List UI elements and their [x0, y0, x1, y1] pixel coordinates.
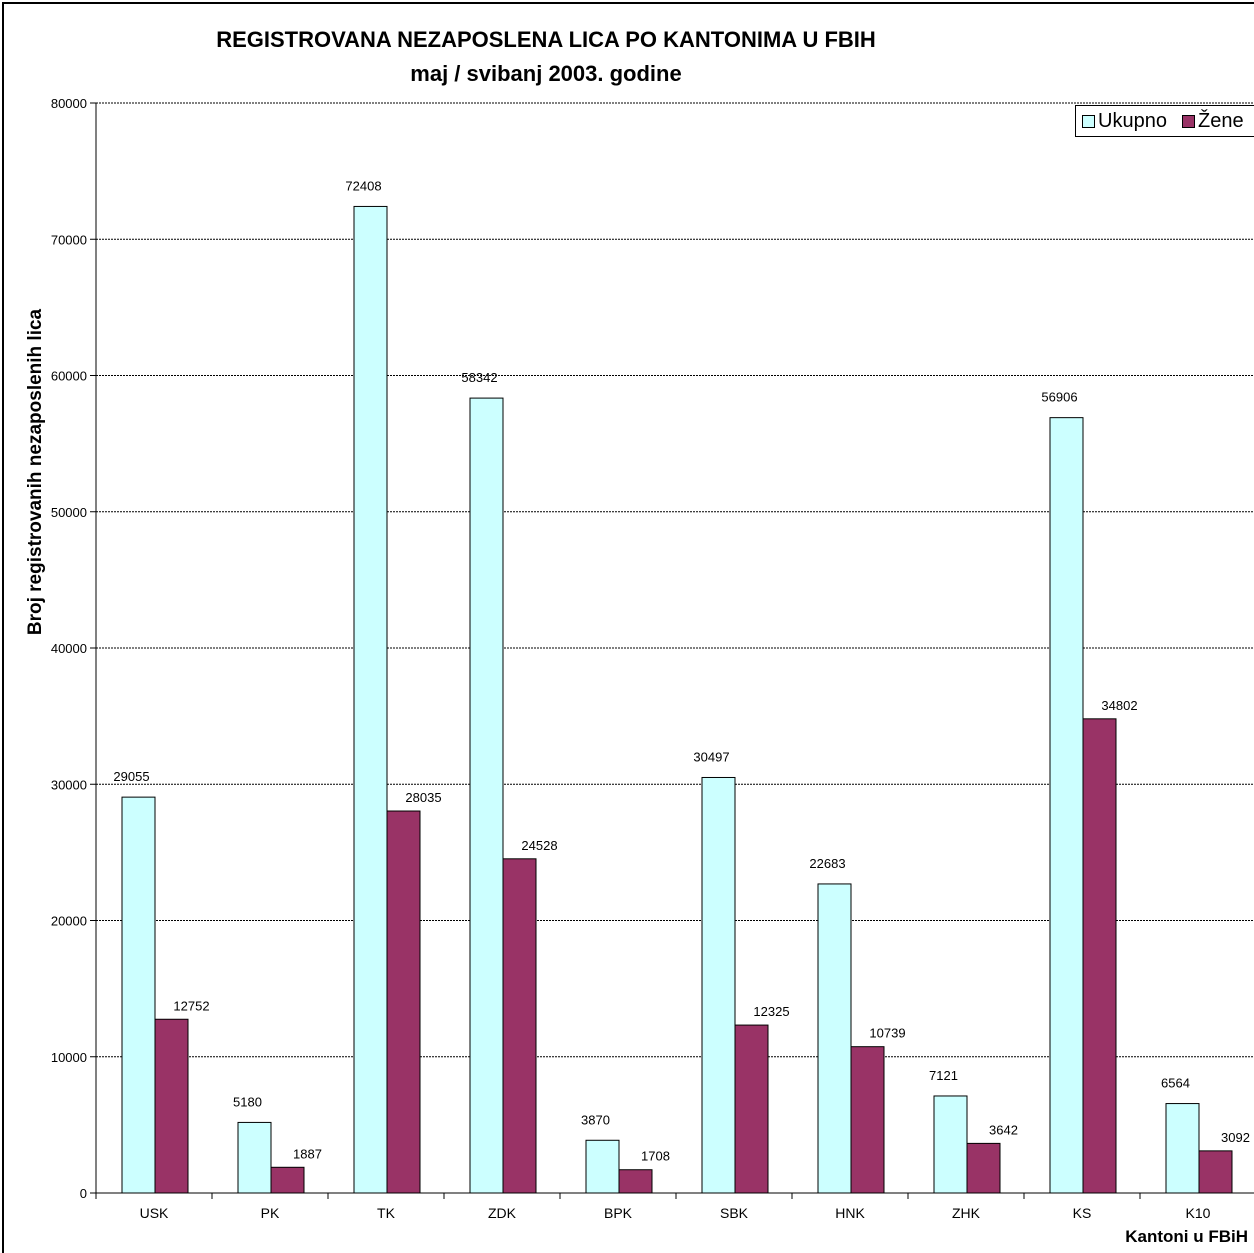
- chart-subtitle: maj / svibanj 2003. godine: [410, 61, 682, 86]
- x-axis-label: Kantoni u FBiH: [1125, 1227, 1248, 1246]
- bar-ukupno-k10: [1165, 1103, 1200, 1194]
- data-label-zene-zdk: 24528: [521, 838, 557, 853]
- y-tick-label: 40000: [51, 641, 87, 656]
- data-label-zene-zhk: 3642: [989, 1122, 1018, 1137]
- data-label-zene-hnk: 10739: [869, 1026, 905, 1041]
- data-label-ukupno-hnk: 22683: [809, 856, 845, 871]
- bar-ukupno-usk: [121, 796, 156, 1194]
- bar-ukupno-sbk: [701, 776, 736, 1194]
- x-tick-label-pk: PK: [261, 1205, 280, 1221]
- bar-zene-usk: [154, 1018, 189, 1194]
- y-tick-label: 30000: [51, 777, 87, 792]
- data-label-zene-tk: 28035: [405, 790, 441, 805]
- x-tick-label-tk: TK: [377, 1205, 396, 1221]
- bar-zene-pk: [270, 1166, 305, 1194]
- data-label-zene-k10: 3092: [1221, 1130, 1250, 1145]
- bar-zene-tk: [386, 810, 421, 1194]
- bar-ukupno-zdk: [469, 397, 504, 1194]
- bar-ukupno-bpk: [585, 1139, 620, 1194]
- x-tick-label-bpk: BPK: [604, 1205, 633, 1221]
- data-label-ukupno-pk: 5180: [233, 1094, 262, 1109]
- y-tick-label: 0: [80, 1186, 87, 1201]
- legend-swatch-ukupno: [1082, 115, 1095, 128]
- data-label-ukupno-zdk: 58342: [461, 370, 497, 385]
- bar-ukupno-tk: [353, 205, 388, 1194]
- y-tick-label: 70000: [51, 232, 87, 247]
- bar-zene-ks: [1082, 718, 1117, 1194]
- data-label-ukupno-sbk: 30497: [693, 749, 729, 764]
- legend-swatch-zene: [1182, 115, 1195, 128]
- x-tick-label-ks: KS: [1073, 1205, 1092, 1221]
- data-label-ukupno-tk: 72408: [345, 178, 381, 193]
- bar-zene-bpk: [618, 1169, 653, 1194]
- data-label-ukupno-usk: 29055: [113, 769, 149, 784]
- chart-title: REGISTROVANA NEZAPOSLENA LICA PO KANTONI…: [216, 27, 876, 52]
- bar-zene-zdk: [502, 858, 537, 1194]
- y-tick-label: 60000: [51, 369, 87, 384]
- data-label-ukupno-ks: 56906: [1041, 390, 1077, 405]
- data-label-ukupno-k10: 6564: [1161, 1076, 1190, 1091]
- data-label-ukupno-zhk: 7121: [929, 1068, 958, 1083]
- legend-label-zene: Žene: [1198, 110, 1244, 132]
- y-tick-label: 50000: [51, 505, 87, 520]
- x-tick-label-zhk: ZHK: [952, 1205, 981, 1221]
- y-tick-label: 20000: [51, 914, 87, 929]
- bar-zene-k10: [1198, 1150, 1233, 1194]
- x-tick-label-hnk: HNK: [835, 1205, 865, 1221]
- x-tick-label-sbk: SBK: [720, 1205, 749, 1221]
- x-tick-label-usk: USK: [140, 1205, 169, 1221]
- data-label-zene-usk: 12752: [173, 998, 209, 1013]
- bar-ukupno-zhk: [933, 1095, 968, 1194]
- bar-zene-zhk: [966, 1142, 1001, 1194]
- legend-item-ukupno: Ukupno: [1082, 110, 1167, 133]
- data-label-zene-bpk: 1708: [641, 1149, 670, 1164]
- bar-zene-hnk: [850, 1046, 885, 1194]
- bar-ukupno-hnk: [817, 883, 852, 1194]
- data-label-ukupno-bpk: 3870: [581, 1112, 610, 1127]
- y-tick-label: 10000: [51, 1050, 87, 1065]
- data-label-zene-pk: 1887: [293, 1146, 322, 1161]
- legend-item-zene: Žene: [1182, 110, 1244, 133]
- bar-ukupno-ks: [1049, 417, 1084, 1194]
- x-tick-label-k10: K10: [1186, 1205, 1211, 1221]
- bar-ukupno-pk: [237, 1121, 272, 1194]
- data-label-zene-ks: 34802: [1101, 698, 1137, 713]
- legend: Ukupno Žene: [1075, 105, 1254, 137]
- x-tick-label-zdk: ZDK: [488, 1205, 517, 1221]
- y-tick-label: 80000: [51, 96, 87, 111]
- bar-zene-sbk: [734, 1024, 769, 1194]
- legend-label-ukupno: Ukupno: [1098, 110, 1167, 132]
- data-label-zene-sbk: 12325: [753, 1004, 789, 1019]
